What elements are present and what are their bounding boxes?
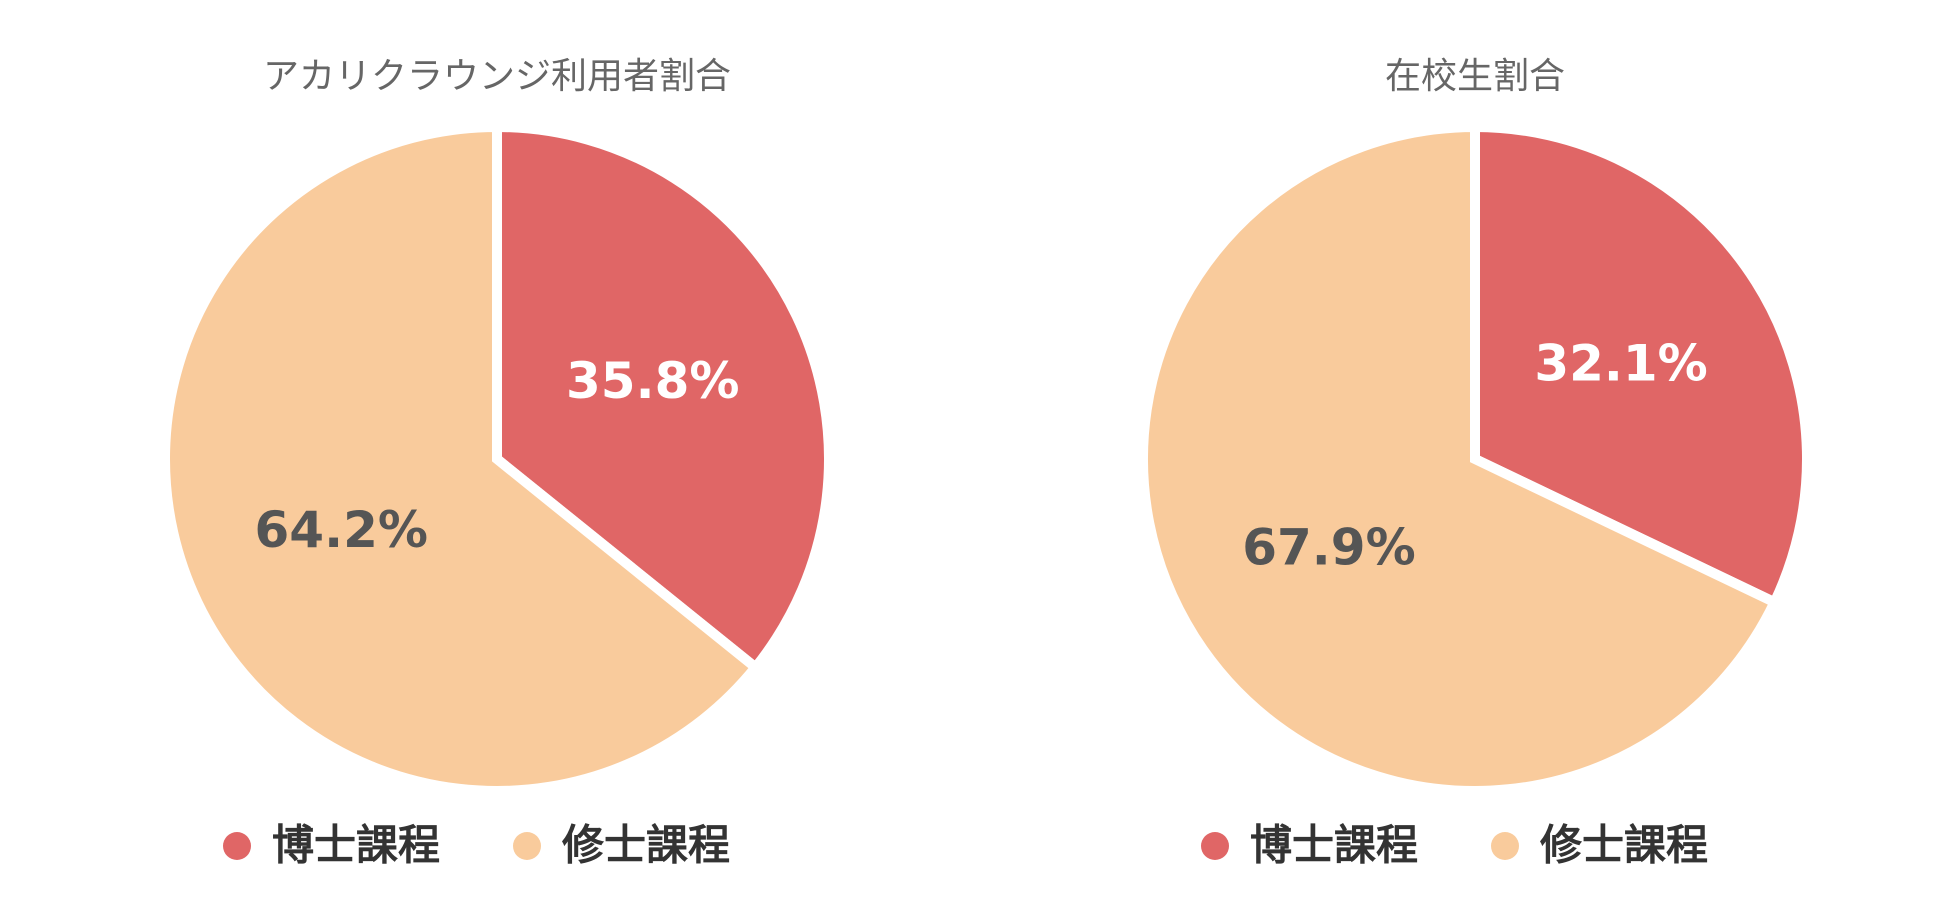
data-label: 35.8% — [566, 352, 739, 410]
legend-label: 博士課程 — [272, 821, 440, 870]
pie-slice — [160, 121, 763, 796]
pie-slice — [492, 121, 834, 675]
legend-label: 修士課程 — [1540, 821, 1708, 870]
legend-label: 博士課程 — [1250, 821, 1418, 870]
data-label: 67.9% — [1242, 519, 1415, 577]
legend-marker — [1201, 832, 1229, 860]
legend-marker — [513, 832, 541, 860]
data-label: 64.2% — [255, 501, 428, 559]
pie-slice — [1138, 121, 1782, 796]
legend-marker — [223, 832, 251, 860]
legend-label: 修士課程 — [562, 821, 730, 870]
data-label: 32.1% — [1534, 334, 1707, 392]
chart-title: アカリクラウンジ利用者割合 — [263, 56, 731, 97]
chart-title: 在校生割合 — [1385, 56, 1565, 97]
legend-marker — [1491, 832, 1519, 860]
pie-slice — [1470, 121, 1812, 609]
